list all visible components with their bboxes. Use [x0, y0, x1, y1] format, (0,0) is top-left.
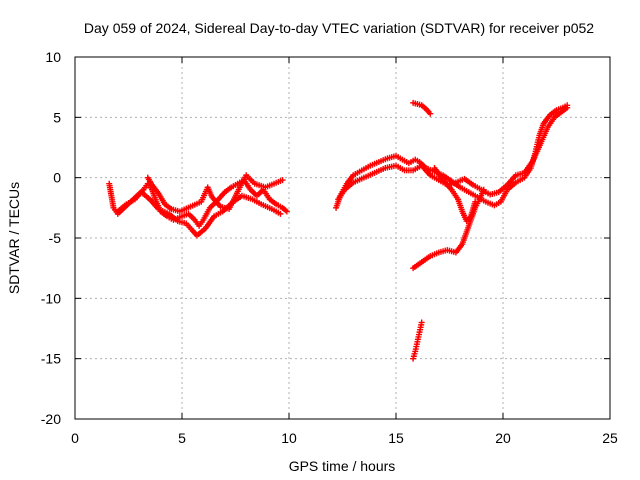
- y-tick-label: 10: [45, 49, 61, 65]
- x-tick-label: 0: [71, 430, 79, 446]
- data-point-marker: [279, 177, 286, 184]
- data-point-marker: [427, 110, 434, 117]
- x-tick-label: 20: [495, 430, 511, 446]
- data-series-8: [410, 99, 434, 117]
- data-point-marker: [564, 104, 571, 111]
- axis-layer: 0 5 10 15 20 25 10 5 0 -5 -10 -15 -20: [41, 49, 618, 446]
- data-series-9: [410, 319, 425, 362]
- x-axis-label: GPS time / hours: [289, 458, 396, 474]
- y-axis-label: SDTVAR / TECUs: [6, 182, 22, 294]
- data-point-marker: [277, 210, 284, 217]
- x-tick-label: 10: [281, 430, 297, 446]
- data-series-3: [144, 172, 286, 215]
- chart-title: Day 059 of 2024, Sidereal Day-to-day VTE…: [84, 20, 594, 36]
- x-tick-label: 5: [178, 430, 186, 446]
- plot-frame: [74, 56, 611, 420]
- y-tick-label: -10: [41, 290, 61, 306]
- data-point-marker: [480, 186, 487, 193]
- data-point-marker: [283, 208, 290, 215]
- data-point-marker: [418, 319, 425, 326]
- y-tick-label: 5: [53, 109, 61, 125]
- y-tick-label: -5: [49, 230, 62, 246]
- x-tick-label: 15: [388, 430, 404, 446]
- x-tick-label: 25: [602, 430, 618, 446]
- data-series-5: [335, 104, 571, 203]
- y-tick-label: -20: [41, 411, 61, 427]
- data-series-7: [410, 186, 487, 272]
- y-tick-label: -15: [41, 351, 61, 367]
- data-layer: [106, 99, 571, 362]
- grid-layer: [75, 57, 610, 419]
- y-tick-label: 0: [53, 170, 61, 186]
